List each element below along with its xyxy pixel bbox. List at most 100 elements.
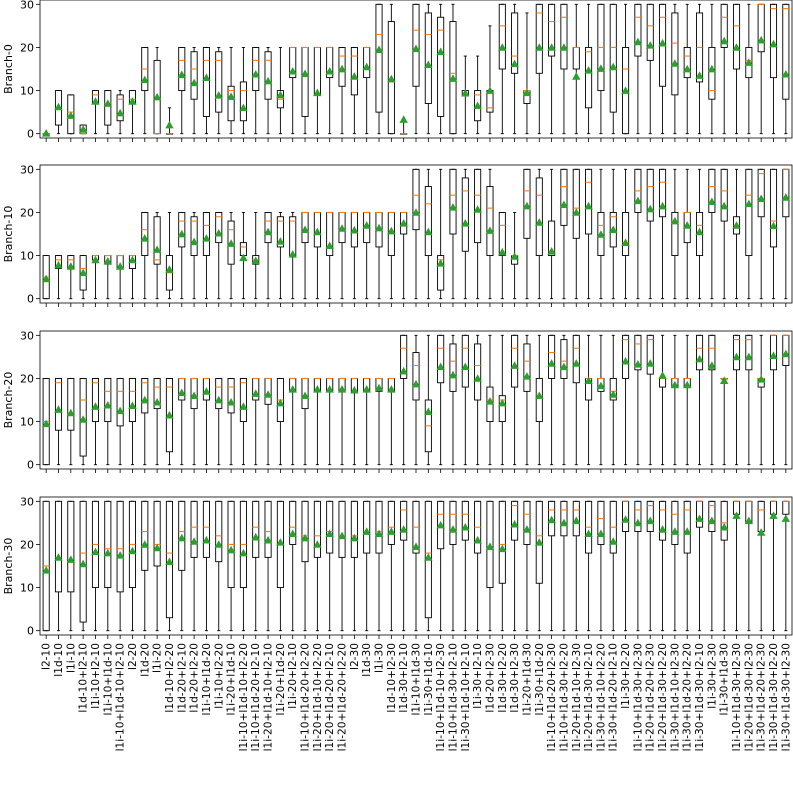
- box-mean-marker: [177, 70, 186, 78]
- box-body: [671, 500, 679, 545]
- box-body: [338, 46, 346, 87]
- box-mean-marker: [128, 546, 137, 555]
- x-tick-label: l1i-10+l1d-30+l2-10: [447, 643, 459, 752]
- box-body: [104, 500, 112, 589]
- box-body: [622, 211, 630, 257]
- box-mean-marker: [103, 99, 113, 107]
- box-body: [363, 46, 371, 79]
- box-body: [301, 46, 309, 117]
- box-mean-marker: [707, 64, 717, 73]
- box-body: [757, 168, 765, 218]
- box-body: [720, 500, 728, 541]
- box-mean-marker: [683, 380, 692, 389]
- box-mean-marker: [633, 360, 643, 368]
- box-body: [732, 334, 741, 371]
- x-tick-label: l1i-20+l1d-20+l2-30: [645, 643, 657, 752]
- box-body: [597, 211, 605, 257]
- box-mean-marker: [769, 221, 778, 230]
- x-tick-label: l1i-30+l1d-30: [719, 643, 731, 716]
- box-body: [91, 377, 100, 423]
- box-body: [523, 500, 531, 545]
- x-tick-label: l1i-20+l1d-10: [226, 643, 238, 716]
- y-tick-label: 0: [27, 128, 34, 141]
- box-mean-marker: [436, 47, 445, 56]
- box-mean-marker: [584, 376, 593, 384]
- box-body: [548, 220, 556, 257]
- x-tick-label: l1d-30: [361, 643, 373, 677]
- box-mean-marker: [522, 201, 532, 210]
- box-body: [560, 168, 568, 226]
- box-body: [227, 220, 235, 265]
- box-body: [449, 500, 457, 545]
- box-body: [659, 500, 667, 541]
- box-body: [313, 46, 321, 96]
- box-mean-marker: [387, 385, 396, 393]
- x-tick-label: l1i-10+l1d-20+l2-20: [300, 643, 312, 752]
- box-mean-marker: [436, 362, 445, 371]
- x-tick-label: l1i-30+l2-30: [706, 643, 718, 709]
- box-mean-marker: [115, 551, 125, 559]
- box-mean-marker: [436, 520, 445, 529]
- box-mean-marker: [91, 402, 100, 410]
- box-mean-marker: [140, 234, 149, 242]
- box-body: [572, 500, 580, 537]
- box-mean-marker: [288, 529, 297, 538]
- box-body: [400, 500, 408, 541]
- box-body: [264, 51, 272, 100]
- box-body: [757, 500, 765, 532]
- y-axis-label: Branch-20: [2, 372, 15, 429]
- box-mean-marker: [609, 537, 618, 545]
- y-tick-label: 30: [20, 0, 34, 11]
- box-mean-marker: [646, 516, 655, 525]
- box-mean-marker: [115, 108, 125, 117]
- x-tick-label: l1i-30+l1d-20+l2-10: [608, 643, 620, 752]
- box-mean-marker: [658, 525, 667, 533]
- y-axis-label: Branch-30: [2, 538, 15, 595]
- box-mean-marker: [535, 218, 544, 226]
- box-mean-marker: [559, 518, 569, 527]
- box-body: [301, 500, 309, 563]
- box-body: [141, 377, 149, 414]
- box-mean-marker: [325, 241, 334, 250]
- box-mean-marker: [498, 544, 507, 553]
- x-tick-label: l1i-20+l2-10: [287, 643, 299, 709]
- y-axis-label: Branch-10: [2, 206, 15, 263]
- box-mean-marker: [276, 90, 285, 99]
- box-mean-marker: [362, 385, 371, 393]
- box-body: [782, 500, 790, 515]
- box-mean-marker: [683, 527, 692, 535]
- box-mean-marker: [276, 398, 285, 407]
- box-mean-marker: [621, 515, 630, 523]
- box-body: [54, 255, 63, 269]
- box-mean-marker: [54, 405, 63, 413]
- box-mean-marker: [498, 398, 507, 407]
- box-body: [264, 500, 272, 558]
- box-mean-marker: [177, 388, 186, 397]
- box-mean-marker: [559, 200, 569, 209]
- box-body: [720, 168, 728, 222]
- box-body: [535, 177, 543, 257]
- box-mean-marker: [732, 511, 741, 519]
- box-mean-marker: [744, 516, 754, 525]
- box-body: [548, 334, 556, 379]
- y-tick-label: 20: [20, 538, 34, 551]
- x-tick-label: l1d-10+l2-20: [164, 643, 176, 713]
- box-body: [511, 12, 519, 74]
- y-tick-label: 20: [20, 206, 34, 219]
- x-tick-label: l2-20: [127, 643, 139, 670]
- box-body: [622, 46, 630, 135]
- box-mean-marker: [399, 219, 408, 227]
- box-body: [79, 377, 87, 457]
- box-mean-marker: [695, 514, 704, 522]
- box-body: [585, 168, 593, 235]
- box-body: [239, 377, 247, 423]
- box-body: [535, 500, 543, 584]
- box-mean-marker: [202, 234, 211, 242]
- box-body: [424, 12, 432, 104]
- box-mean-marker: [165, 410, 174, 419]
- box-mean-marker: [547, 359, 556, 367]
- box-body: [437, 16, 445, 117]
- box-body: [683, 46, 691, 79]
- box-body: [585, 46, 593, 109]
